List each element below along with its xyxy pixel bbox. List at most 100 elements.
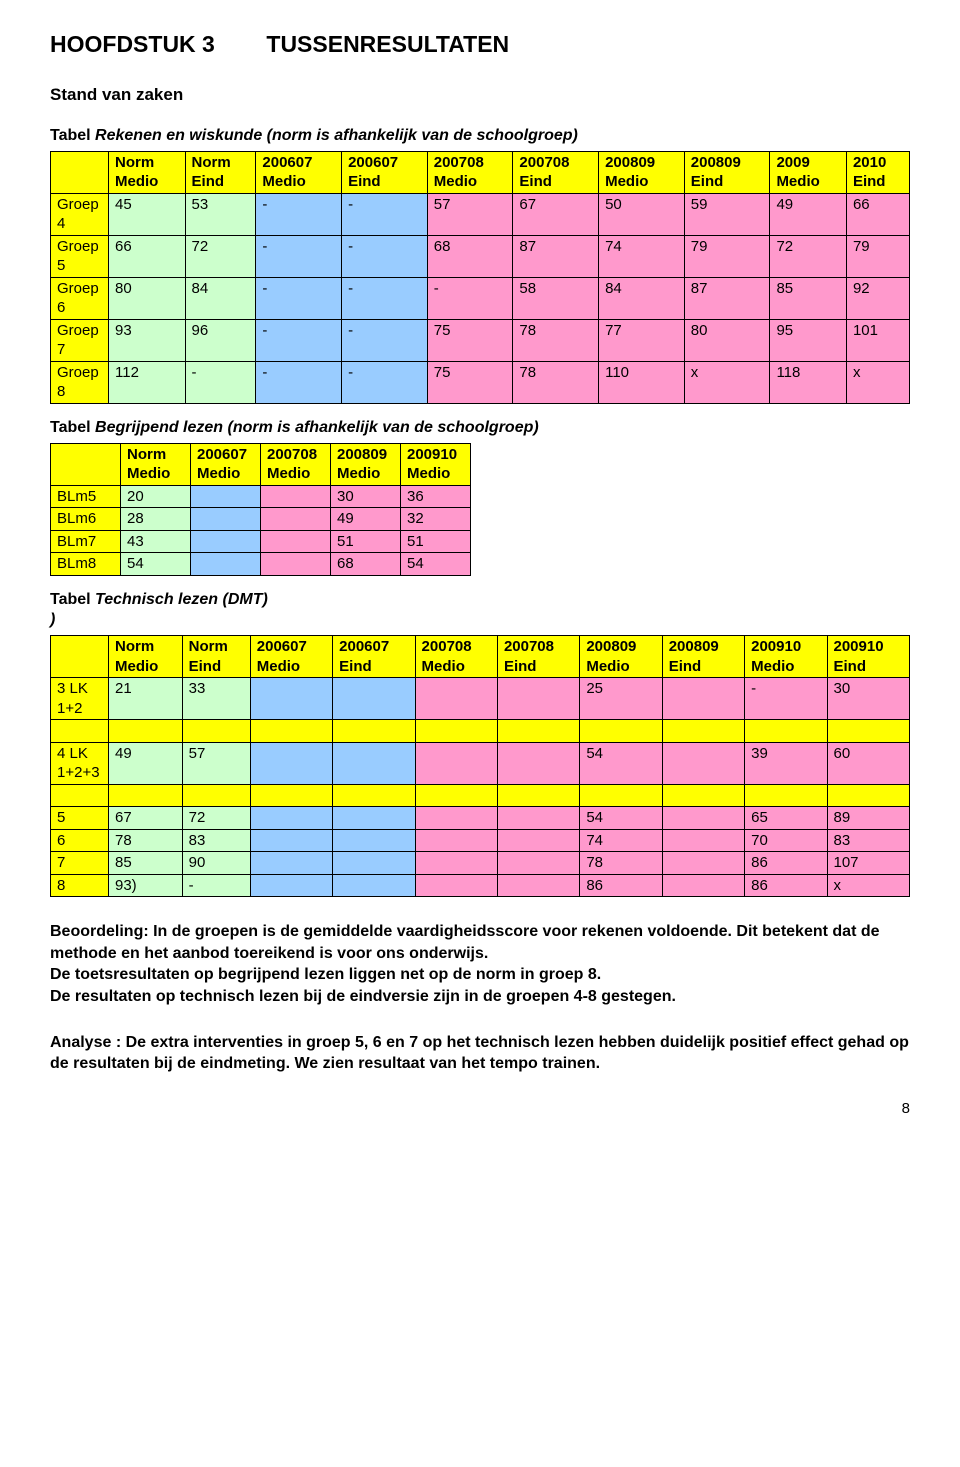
- table-cell: [250, 807, 332, 830]
- table-cell: [497, 720, 579, 743]
- table-cell: 78: [513, 319, 599, 361]
- column-header: NormEind: [185, 151, 256, 193]
- table-cell: 45: [109, 193, 186, 235]
- table-cell: 85: [109, 852, 183, 875]
- column-header: 200910Medio: [745, 636, 827, 678]
- table-rekenen: NormMedioNormEind200607Medio200607Eind20…: [50, 151, 910, 404]
- table-begrijpend-lezen: NormMedio200607Medio200708Medio200809Med…: [50, 443, 471, 576]
- table-cell: [827, 720, 910, 743]
- table-cell: [261, 508, 331, 531]
- table-cell: 84: [599, 277, 685, 319]
- page-number: 8: [50, 1099, 910, 1119]
- table-cell: [191, 508, 261, 531]
- table-cell: [497, 829, 579, 852]
- row-label: Groep8: [51, 361, 109, 403]
- table3-title-italic: Technisch lezen (DMT): [95, 591, 268, 608]
- table-cell: 25: [580, 678, 662, 720]
- table-cell: -: [342, 319, 428, 361]
- table-cell: [745, 784, 827, 807]
- table-cell: [191, 485, 261, 508]
- table-cell: 86: [745, 852, 827, 875]
- table-cell: -: [342, 235, 428, 277]
- table-cell: 51: [401, 530, 471, 553]
- table-cell: 80: [684, 319, 770, 361]
- table-cell: 59: [684, 193, 770, 235]
- table-cell: [497, 807, 579, 830]
- table-cell: 79: [684, 235, 770, 277]
- column-header: 200708Medio: [415, 636, 497, 678]
- row-label: [51, 720, 109, 743]
- table-cell: [662, 742, 744, 784]
- table-cell: 68: [427, 235, 513, 277]
- table-cell: [333, 874, 415, 897]
- table-cell: 93): [109, 874, 183, 897]
- table-cell: -: [342, 361, 428, 403]
- row-label: 8: [51, 874, 109, 897]
- table-cell: 68: [331, 553, 401, 576]
- table-cell: 54: [580, 742, 662, 784]
- table-cell: 49: [331, 508, 401, 531]
- table3-title-tail: ): [50, 611, 55, 628]
- row-label: Groep7: [51, 319, 109, 361]
- table-cell: -: [256, 361, 342, 403]
- column-header: 200607Medio: [191, 443, 261, 485]
- row-label: 5: [51, 807, 109, 830]
- table-cell: 67: [109, 807, 183, 830]
- table-cell: 87: [513, 235, 599, 277]
- table-cell: 54: [121, 553, 191, 576]
- table-cell: -: [427, 277, 513, 319]
- table-cell: 70: [745, 829, 827, 852]
- table-cell: 58: [513, 277, 599, 319]
- table-cell: 67: [513, 193, 599, 235]
- table-cell: 87: [684, 277, 770, 319]
- column-header: 200708Eind: [513, 151, 599, 193]
- table-cell: [182, 784, 250, 807]
- chapter-heading: HOOFDSTUK 3 TUSSENRESULTATEN: [50, 30, 910, 60]
- table-cell: [662, 784, 744, 807]
- table-cell: -: [256, 319, 342, 361]
- table-cell: 30: [331, 485, 401, 508]
- table-cell: [415, 742, 497, 784]
- table-cell: 50: [599, 193, 685, 235]
- column-header: 200809Eind: [662, 636, 744, 678]
- table3-title-prefix: Tabel: [50, 591, 95, 608]
- table-cell: 53: [185, 193, 256, 235]
- table-cell: [497, 852, 579, 875]
- table-cell: 77: [599, 319, 685, 361]
- table-cell: [109, 784, 183, 807]
- table-cell: 93: [109, 319, 186, 361]
- table-cell: 65: [745, 807, 827, 830]
- table-cell: 21: [109, 678, 183, 720]
- table1-title-italic: Rekenen en wiskunde (norm is afhankelijk…: [95, 127, 578, 144]
- table-cell: 80: [109, 277, 186, 319]
- table1-title: Tabel Rekenen en wiskunde (norm is afhan…: [50, 126, 910, 147]
- table-cell: [261, 553, 331, 576]
- table2-title: Tabel Begrijpend lezen (norm is afhankel…: [50, 418, 910, 439]
- table-cell: 101: [846, 319, 909, 361]
- table-cell: [191, 530, 261, 553]
- row-label: 6: [51, 829, 109, 852]
- table2-title-prefix: Tabel: [50, 419, 95, 436]
- table-cell: [415, 829, 497, 852]
- row-label: [51, 784, 109, 807]
- table-cell: [250, 742, 332, 784]
- table-cell: 110: [599, 361, 685, 403]
- table-cell: 30: [827, 678, 910, 720]
- table-cell: 49: [109, 742, 183, 784]
- assessment-line3: De resultaten op technisch lezen bij de …: [50, 988, 676, 1005]
- analysis-paragraph: Analyse : De extra interventies in groep…: [50, 1032, 910, 1075]
- table-cell: [261, 485, 331, 508]
- table-cell: 28: [121, 508, 191, 531]
- table-cell: 49: [770, 193, 847, 235]
- table-cell: 83: [827, 829, 910, 852]
- table-cell: 74: [599, 235, 685, 277]
- table-cell: [333, 678, 415, 720]
- table-cell: [497, 678, 579, 720]
- table-cell: [333, 852, 415, 875]
- row-label: BLm5: [51, 485, 121, 508]
- column-header: [51, 636, 109, 678]
- table-cell: [497, 874, 579, 897]
- table-cell: 43: [121, 530, 191, 553]
- column-header: 2010Eind: [846, 151, 909, 193]
- column-header: 200607Eind: [333, 636, 415, 678]
